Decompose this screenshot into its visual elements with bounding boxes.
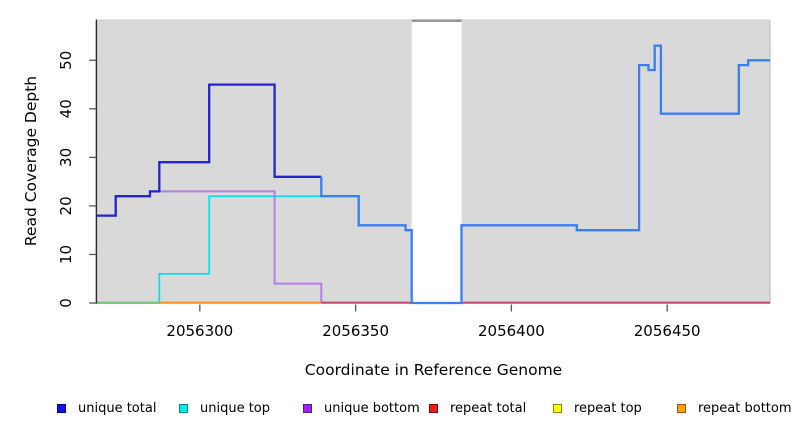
series-unique-total-line-1 [320,44,770,305]
x-tick-label: 2056400 [478,322,545,340]
y-tick-label: 10 [57,245,75,264]
y-tick-label: 0 [57,298,75,308]
y-axis-title: Read Coverage Depth [22,75,40,247]
x-tick-label: 2056450 [634,322,701,340]
series-unique-total-line-0 [97,83,322,217]
x-tick-label: 2056350 [322,322,389,340]
x-axis-title: Coordinate in Reference Genome [304,361,563,379]
gap-region [411,19,462,305]
x-tick-label: 2056300 [166,322,233,340]
y-tick-label: 50 [57,51,75,70]
y-tick-label: 40 [57,99,75,118]
y-tick-label: 20 [57,196,75,215]
y-tick-label: 30 [57,148,75,167]
